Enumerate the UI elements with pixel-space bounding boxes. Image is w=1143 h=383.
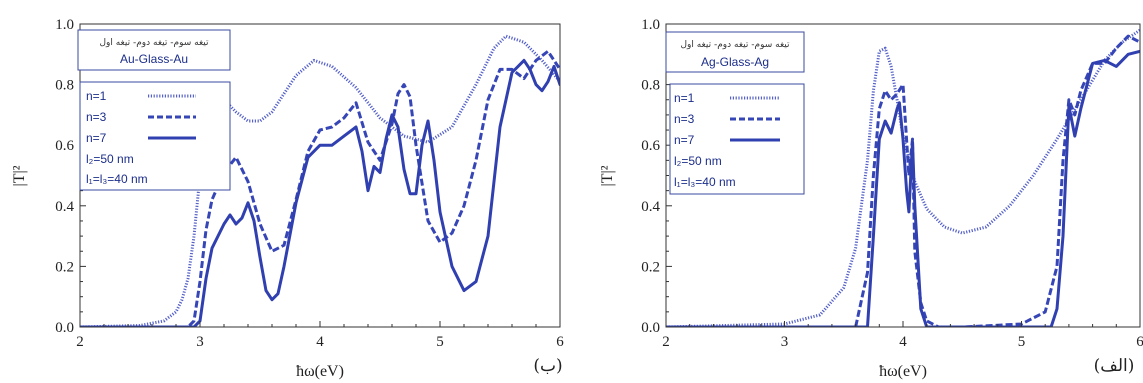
x-tick-label: 3: [196, 334, 204, 350]
y-tick-label: 0.6: [641, 138, 660, 154]
series-line-n7: [666, 49, 1140, 327]
y-axis-label: |T|²: [599, 165, 616, 186]
series-line-n7: [80, 58, 560, 327]
x-axis-label: ħω(eV): [296, 363, 344, 380]
legend-entry-n1: n=1: [86, 89, 107, 103]
legend-box: [79, 81, 231, 191]
y-tick-label: 0.0: [641, 320, 660, 336]
legend-caption-box: [77, 29, 231, 71]
legend-l2: l₂=50 nm: [86, 152, 134, 166]
series-line-n3: [80, 49, 560, 327]
x-tick-label: 2: [662, 334, 670, 350]
legend-l2: l₂=50 nm: [674, 154, 722, 168]
x-axis-label: ħω(eV): [879, 363, 927, 380]
x-tick-label: 6: [556, 334, 564, 350]
panel-label: (ب): [533, 356, 562, 376]
legend-l1-l3: l₁=l₃=40 nm: [674, 175, 736, 189]
legend-entry-n1: n=1: [674, 91, 695, 105]
legend: تیغه سوم- تیغه دوم- تیغه اول Ag-Glass-Ag…: [665, 31, 805, 195]
x-tick-label: 3: [781, 334, 789, 350]
series-group: [666, 28, 1140, 327]
x-tick-label: 2: [76, 334, 84, 350]
y-tick-label: 0.8: [641, 78, 660, 94]
y-axis-label: |T|²: [11, 165, 28, 186]
y-tick-label: 0.0: [55, 320, 74, 336]
legend-entry-n3: n=3: [86, 110, 107, 124]
legend-caption-arabic: تیغه سوم- تیغه دوم- تیغه اول: [99, 38, 209, 48]
chart-panel-au-glass-au: 2 3 4 5 60.00.20.40.60.81.0 |T|² ħω(eV) (ب) …: [11, 17, 564, 380]
legend-caption-box: [665, 31, 805, 73]
y-tick-label: 0.2: [641, 259, 660, 275]
series-line-n3: [666, 34, 1140, 327]
legend-caption: Au-Glass-Au: [120, 52, 188, 66]
axes: 2 3 4 5 6 0.0 0.2 0.4 0.6 0.8 1.0: [55, 17, 564, 350]
x-tick-label: 5: [1018, 334, 1026, 350]
y-tick-label: 1.0: [55, 17, 74, 33]
y-tick-label: 0.2: [55, 259, 74, 275]
y-tick-label: 0.4: [641, 199, 660, 215]
legend-entry-n7: n=7: [674, 133, 695, 147]
legend-caption-arabic: تیغه سوم- تیغه دوم- تیغه اول: [680, 40, 790, 50]
legend-entry-n3: n=3: [674, 112, 695, 126]
x-tick-label: 4: [899, 334, 907, 350]
x-tick-label: 5: [436, 334, 444, 350]
legend: تیغه سوم- تیغه دوم- تیغه اول Au-Glass-Au…: [77, 29, 231, 191]
x-tick-label: 6: [1136, 334, 1143, 350]
panel-label: (الف): [1094, 356, 1135, 376]
legend-caption: Ag-Glass-Ag: [701, 55, 769, 69]
series-group: [80, 34, 560, 327]
legend-entry-n7: n=7: [86, 131, 107, 145]
y-tick-label: 1.0: [641, 17, 660, 33]
legend-l1-l3: l₁=l₃=40 nm: [86, 172, 148, 186]
y-tick-label: 0.4: [55, 199, 74, 215]
chart-panel-ag-glass-ag: 2 3 4 5 6 0.0 0.2 0.4 0.6 0.8 1.0 |T|² ħω(eV) (الف…: [599, 17, 1143, 380]
x-tick-label: 4: [316, 334, 324, 350]
y-tick-label: 0.6: [55, 138, 74, 154]
y-tick-label: 0.8: [55, 78, 74, 94]
